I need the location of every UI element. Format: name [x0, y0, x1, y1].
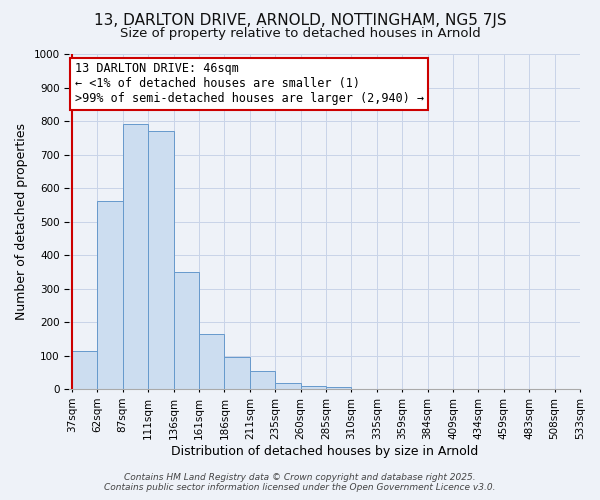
Bar [301, 386, 326, 389]
X-axis label: Distribution of detached houses by size in Arnold: Distribution of detached houses by size … [171, 444, 478, 458]
Text: 13, DARLTON DRIVE, ARNOLD, NOTTINGHAM, NG5 7JS: 13, DARLTON DRIVE, ARNOLD, NOTTINGHAM, N… [94, 12, 506, 28]
Bar [224, 356, 250, 389]
Bar [275, 384, 301, 389]
Y-axis label: Number of detached properties: Number of detached properties [15, 123, 28, 320]
Bar [352, 388, 377, 389]
Bar [250, 372, 275, 389]
Bar [148, 131, 173, 389]
Bar [97, 202, 123, 389]
Bar [72, 350, 97, 389]
Bar [173, 272, 199, 389]
Bar [326, 387, 352, 389]
Text: 13 DARLTON DRIVE: 46sqm
← <1% of detached houses are smaller (1)
>99% of semi-de: 13 DARLTON DRIVE: 46sqm ← <1% of detache… [74, 62, 424, 106]
Text: Size of property relative to detached houses in Arnold: Size of property relative to detached ho… [119, 28, 481, 40]
Text: Contains HM Land Registry data © Crown copyright and database right 2025.
Contai: Contains HM Land Registry data © Crown c… [104, 473, 496, 492]
Bar [199, 334, 224, 389]
Bar [123, 124, 148, 389]
